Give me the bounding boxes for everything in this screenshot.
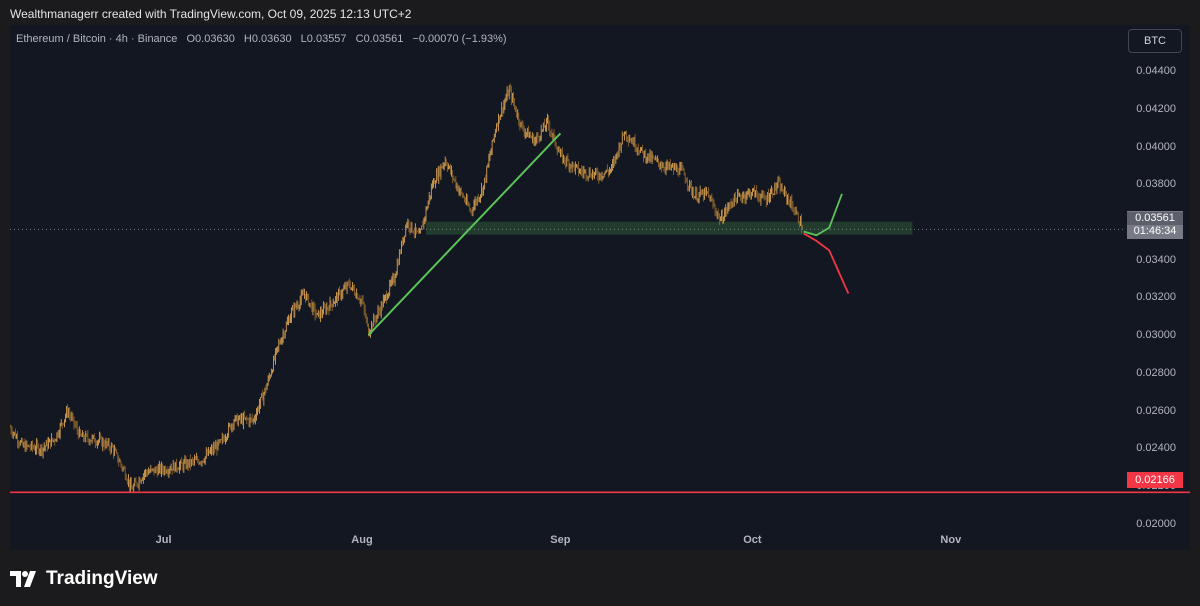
support-zone (426, 221, 913, 235)
bullish-projection (803, 193, 843, 237)
close-key: C (355, 33, 364, 45)
price-tick-label: 0.03400 (1136, 253, 1176, 266)
open-value: 0.03630 (195, 33, 235, 45)
price-tick-label: 0.03200 (1136, 291, 1176, 304)
last-price-tag: 0.03561 01:46:34 (1127, 211, 1183, 239)
brand-name: TradingView (46, 568, 158, 589)
uptrend-line (367, 132, 562, 336)
time-tick-label: Jul (155, 534, 172, 546)
high-key: H (243, 33, 252, 45)
bearish-projection (803, 232, 850, 295)
price-tick-label: 0.04400 (1136, 65, 1176, 78)
tradingview-logo-icon (10, 571, 36, 587)
support-price-tag: 0.02166 (1127, 472, 1183, 488)
price-tick-label: 0.02600 (1136, 404, 1176, 417)
close-value: 0.03561 (363, 33, 404, 45)
price-tick-label: 0.03800 (1136, 178, 1176, 191)
price-tick-label: 0.02800 (1136, 366, 1176, 379)
price-tick-label: 0.02400 (1136, 442, 1176, 455)
open-key: O (186, 33, 196, 45)
candles (10, 83, 803, 492)
price-tick-label: 0.04200 (1136, 102, 1176, 115)
time-tick-label: Aug (351, 534, 373, 546)
price-chart[interactable] (10, 25, 1190, 550)
price-tick-label: 0.03000 (1136, 329, 1176, 342)
symbol-label[interactable]: Ethereum / Bitcoin · 4h · Binance (16, 33, 178, 45)
low-key: L (300, 33, 307, 45)
tradingview-logo: TradingView (10, 568, 158, 590)
symbol-legend: Ethereum / Bitcoin · 4h · Binance O0.036… (16, 33, 507, 45)
time-tick-label: Oct (743, 534, 762, 546)
change-value: −0.00070 (−1.93%) (412, 33, 507, 45)
last-price-value: 0.03561 (1127, 212, 1183, 225)
chart-pane[interactable]: Ethereum / Bitcoin · 4h · Binance O0.036… (10, 25, 1190, 550)
bar-countdown: 01:46:34 (1133, 225, 1177, 237)
attribution-text: Wealthmanagerr created with TradingView.… (10, 7, 412, 21)
currency-button[interactable]: BTC (1128, 29, 1182, 53)
high-value: 0.03630 (251, 33, 292, 45)
low-value: 0.03557 (306, 33, 347, 45)
price-tick-label: 0.04000 (1136, 140, 1176, 153)
time-tick-label: Nov (940, 534, 962, 546)
price-tick-label: 0.02000 (1136, 517, 1176, 530)
time-tick-label: Sep (550, 534, 571, 546)
